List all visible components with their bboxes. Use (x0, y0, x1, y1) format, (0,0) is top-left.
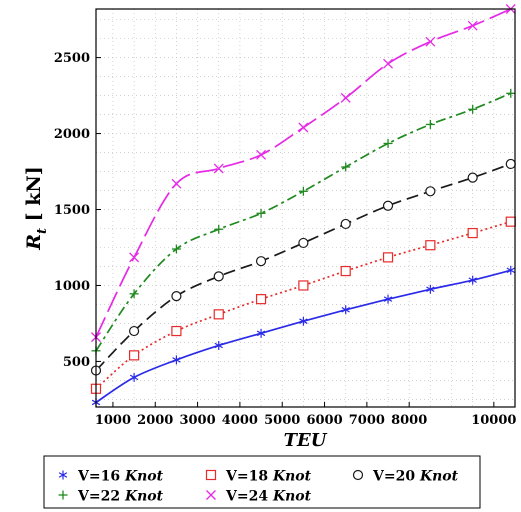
y-tick-label: 1500 (54, 203, 90, 218)
legend-marker (58, 490, 68, 500)
data-point (383, 294, 393, 304)
y-tick-label: 500 (63, 355, 90, 370)
data-point (382, 200, 394, 211)
legend-speed: V=18 (225, 469, 273, 485)
legend-marker (205, 469, 217, 481)
data-point (506, 265, 515, 275)
data-point (506, 88, 516, 98)
data-point (256, 149, 267, 160)
x-tick-label: 4000 (222, 413, 258, 428)
data-point (341, 162, 351, 172)
series-line-v-24 (95, 8, 512, 338)
legend-label: V=18 Knot (225, 469, 312, 485)
y-axis-label-sub: t (35, 228, 50, 234)
data-point (468, 275, 477, 285)
data-point (425, 240, 436, 251)
legend-label: V=24 Knot (225, 489, 312, 505)
legend-label: V=20 Knot (372, 469, 459, 485)
data-point (341, 305, 350, 315)
data-point (340, 265, 351, 277)
data-point (298, 280, 309, 291)
data-point (171, 325, 182, 337)
legend-speed: V=24 (225, 489, 273, 505)
legend-label: V=16 Knot (77, 469, 164, 485)
legend-label: V=22 Knot (77, 489, 164, 505)
data-point (299, 316, 308, 326)
x-tick-label: 6000 (306, 413, 342, 428)
legend-unit: Knot (419, 469, 459, 485)
x-tick-label: 2000 (137, 413, 173, 428)
x-tick-label: 5000 (264, 413, 300, 428)
legend-unit: Knot (272, 489, 312, 505)
y-tick-label: 2500 (54, 51, 90, 66)
data-point (214, 340, 223, 350)
data-point (213, 271, 224, 282)
x-tick-label: 8000 (391, 413, 427, 428)
data-point (171, 291, 182, 302)
x-tick-label: 7000 (349, 413, 385, 428)
x-axis-label: TEU (284, 430, 328, 451)
data-point (505, 158, 516, 170)
data-point (425, 186, 436, 197)
data-point (128, 325, 140, 337)
data-point (129, 372, 139, 382)
data-point (382, 252, 394, 263)
data-point (425, 36, 436, 47)
data-point (214, 224, 224, 234)
data-point (383, 58, 393, 69)
data-point (256, 208, 266, 218)
data-point (128, 350, 140, 361)
y-axis-label: Rt [ kN] (23, 166, 50, 251)
data-point (171, 178, 182, 189)
x-tick-label: 10000 (471, 413, 516, 428)
legend-marker (352, 469, 364, 481)
data-point (467, 172, 478, 183)
legend-marker (58, 470, 68, 480)
data-point (213, 309, 224, 320)
legend-unit: Knot (272, 469, 312, 485)
legend-unit: Knot (124, 489, 164, 505)
data-point (172, 355, 181, 365)
y-axis-label-unit: [ kN] (23, 166, 45, 228)
data-point (426, 284, 435, 294)
y-axis-ticks: 500 1000 1500 2000 2500 (54, 51, 101, 370)
y-tick-label: 2000 (54, 127, 90, 142)
data-point (255, 294, 267, 305)
data-point (383, 138, 393, 148)
series-line-v-22 (95, 92, 512, 352)
legend-speed: V=22 (77, 489, 125, 505)
data-point (255, 256, 267, 267)
legend-speed: V=16 (77, 469, 125, 485)
y-axis-label-main: R (23, 234, 45, 251)
data-point (298, 186, 308, 196)
x-tick-label: 3000 (179, 413, 215, 428)
data-point (298, 122, 309, 133)
plot-area-frame (95, 8, 516, 408)
legend-speed: V=20 (372, 469, 420, 485)
legend-unit: Knot (124, 469, 164, 485)
data-point (505, 216, 516, 227)
data-point (129, 289, 139, 299)
data-point (256, 328, 266, 338)
legend-marker (206, 490, 216, 500)
x-axis-ticks: 1000 2000 3000 4000 5000 6000 7000 8000 10000 (95, 402, 516, 428)
data-point (298, 237, 309, 249)
data-point (425, 119, 435, 129)
data-point (213, 163, 224, 174)
data-point (340, 218, 351, 230)
data-point (467, 227, 478, 239)
y-tick-label: 1000 (54, 279, 90, 294)
data-point (171, 244, 181, 254)
data-point (467, 20, 478, 31)
data-point (129, 252, 140, 263)
series-line-v-20 (95, 163, 512, 372)
legend-box (43, 455, 481, 509)
series-line-v-18 (95, 220, 512, 390)
data-point (340, 92, 351, 103)
x-tick-label: 1000 (95, 413, 131, 428)
plot-series (90, 4, 516, 407)
data-point (468, 104, 478, 114)
